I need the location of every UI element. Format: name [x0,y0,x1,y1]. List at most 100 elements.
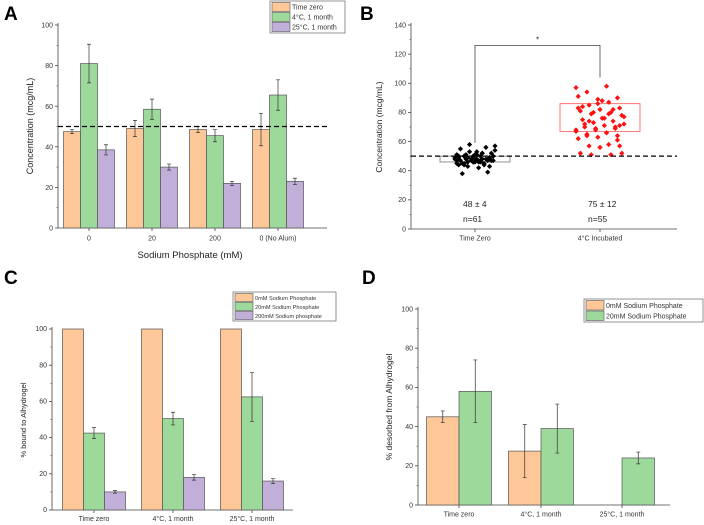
data-point [582,124,588,130]
error-bar [473,359,478,424]
data-point [590,120,597,126]
error-bar [230,180,234,186]
data-point [456,153,462,159]
data-point [479,150,485,156]
data-point [486,163,493,169]
group-n: n=61 [463,214,482,224]
y-tick-label: 0 [409,502,413,509]
data-point [483,156,489,162]
error-bar [250,372,254,422]
bar-purple [286,180,304,229]
panel-letter: B [360,4,374,25]
y-tick-label: 100 [401,306,413,313]
data-point [617,122,623,129]
x-tick-label: 0 [87,236,91,243]
data-point [599,98,605,104]
data-point [573,85,579,91]
error-bar [636,451,641,465]
data-point [588,111,594,117]
bar-orange [141,328,163,511]
data-point [466,141,473,148]
y-axis-label: Concentration (mcg/mL) [25,78,35,175]
legend-label: 0mM Sodium Phosphate [606,303,683,310]
bar-orange [220,328,242,511]
x-tick-label: Time Zero [459,236,491,243]
group-summary: 48 ± 4 [463,199,487,209]
data-point [483,144,489,150]
bar-purple [104,491,126,511]
data-point [465,159,471,165]
bar-green [269,94,287,229]
panel-letter: C [4,268,18,289]
legend-swatch-orange [585,300,605,311]
error-bar [522,424,527,478]
data-point [461,153,467,159]
legend-swatch-orange [234,293,254,302]
group-summary: 75 ± 12 [588,199,617,209]
x-tick-label: 25°C, 1 month [600,511,645,519]
data-point [579,104,586,110]
data-point [606,99,612,105]
data-point [586,143,592,149]
legend-label: 20mM Sodium Phosphate [606,313,687,320]
data-point [492,143,498,149]
data-point [595,134,601,140]
bar-orange [426,416,460,506]
data-point [461,162,467,168]
panel-b: B 0 20 40 60 80 100 120 140 Time Zero 4°C Incubate… [360,4,677,243]
legend-swatch-green [585,310,605,321]
data-point [463,155,469,161]
legend-label: 20mM Sodium Phosphate [255,305,319,311]
data-point [488,150,494,156]
data-point [584,89,590,95]
data-point [465,163,471,169]
legend-label: 25°C, 1 month [292,24,337,32]
y-tick-label: 60 [45,104,53,111]
panel-letter: D [362,268,376,289]
panel-letter: A [4,4,18,25]
error-bar [276,79,280,111]
bar-orange [126,128,144,229]
data-point [479,156,485,162]
data-point [573,127,579,133]
data-point [601,122,607,129]
bar-purple [160,166,178,229]
legend-box [583,298,704,323]
error-bar [70,129,74,134]
data-point [492,147,498,153]
y-tick-label: 0 [43,507,47,514]
y-tick-label: 40 [405,424,413,431]
error-bar [555,403,560,454]
y-tick-label: 20 [39,471,47,478]
error-bar [104,144,108,156]
data-point [577,150,583,156]
error-bar [87,43,91,84]
panel-c: C 0 20 40 60 80 100 Time zero 4°C, 1 month 25°C, … [4,268,337,523]
data-point [614,137,621,143]
data-point [610,118,616,124]
data-point [603,83,610,89]
y-tick-label: 20 [398,197,406,204]
legend: 0mM Sodium Phosphate 20mM Sodium Phosphat… [583,298,704,323]
data-point [593,125,599,132]
error-bar [113,490,117,494]
x-tick-label: 4°C, 1 month [521,511,562,519]
data-point [457,146,464,152]
y-tick-label: 40 [45,144,53,151]
y-tick-label: 60 [405,385,413,392]
y-tick-label: 40 [39,435,47,442]
y-tick-label: 100 [35,326,47,333]
x-tick-label: 20 [148,236,156,243]
data-point [456,162,462,168]
data-point [608,109,614,116]
legend-swatch-green [234,302,254,311]
y-tick-label: 20 [45,185,53,192]
legend-label: 0mM Sodium Phosphate [255,296,316,302]
x-tick-label: 4°C Incubated [578,235,623,243]
data-point [606,141,612,148]
y-tick-label: 60 [398,139,406,146]
panel-a: A 0 20 40 60 80 100 0 20 200 0 (No Alum) Concentrat… [4,0,346,261]
legend-swatch-green [271,12,291,22]
x-tick-label: 4°C, 1 month [153,515,194,523]
